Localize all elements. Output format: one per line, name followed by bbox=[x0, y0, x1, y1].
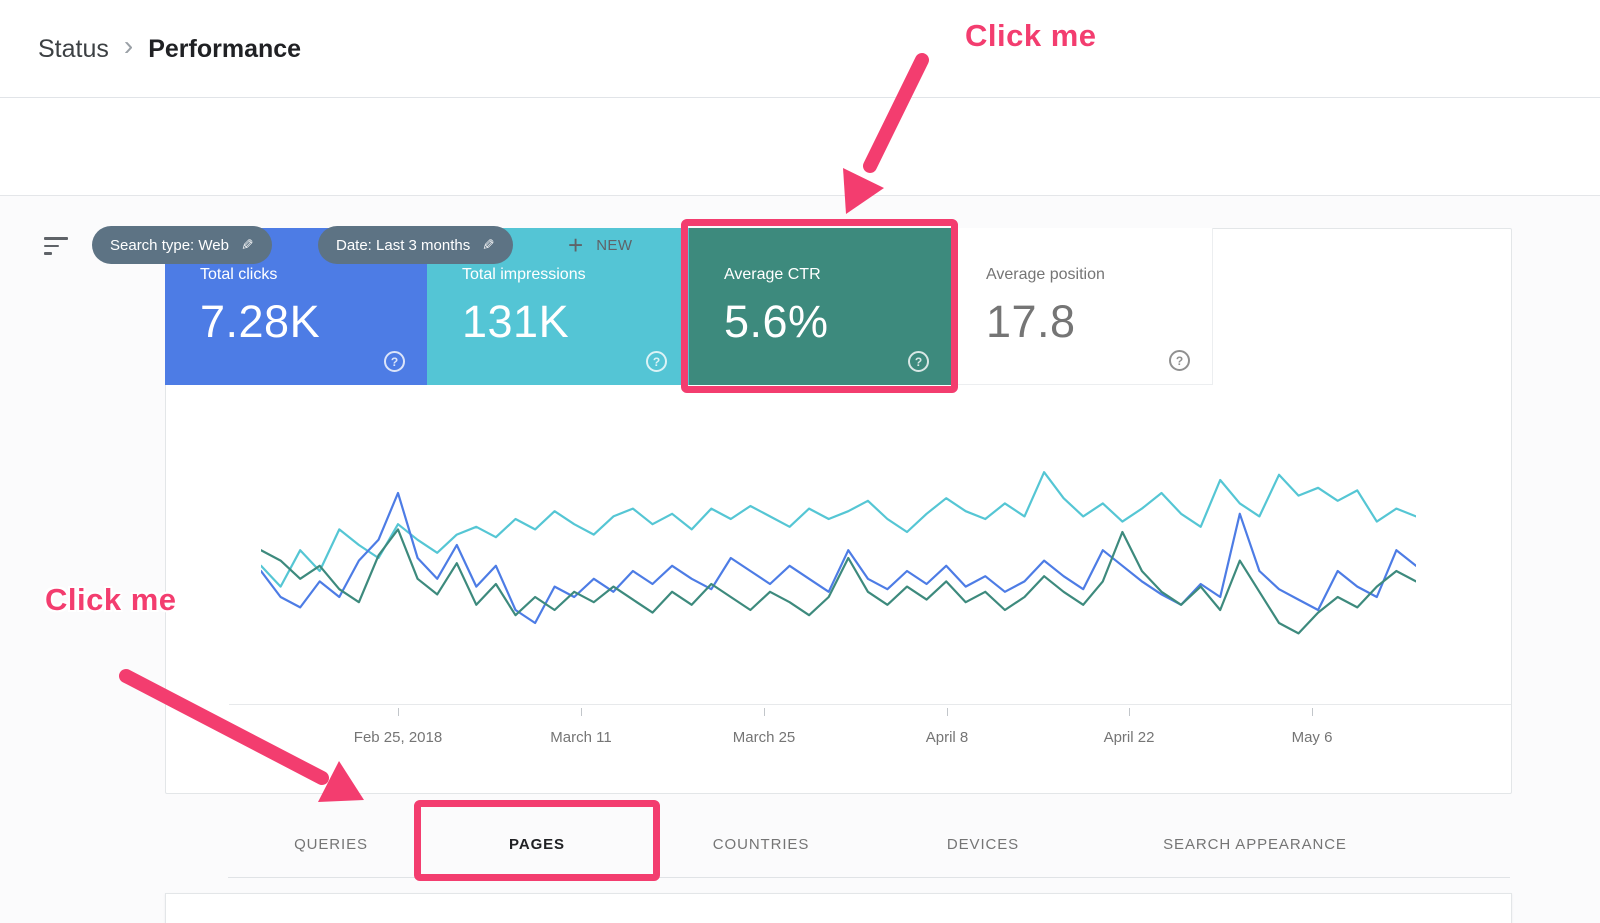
edit-pencil-icon: ✎ bbox=[482, 237, 495, 254]
x-axis-tick bbox=[581, 708, 582, 716]
results-table-card-top bbox=[165, 893, 1512, 923]
filter-bar: Search type: Web ✎ Date: Last 3 months ✎… bbox=[0, 98, 1600, 264]
edit-pencil-icon: ✎ bbox=[240, 237, 254, 254]
tab-countries[interactable]: COUNTRIES bbox=[712, 836, 810, 853]
x-axis-label: April 8 bbox=[925, 729, 969, 746]
chart-series-average-ctr bbox=[261, 528, 1416, 635]
tab-queries[interactable]: QUERIES bbox=[294, 836, 368, 853]
filter-list-icon[interactable] bbox=[44, 237, 70, 257]
x-axis-label: May 6 bbox=[1291, 729, 1333, 746]
x-axis-label: April 22 bbox=[1103, 729, 1155, 746]
tabs-divider bbox=[228, 877, 1510, 878]
x-axis-tick bbox=[764, 708, 765, 716]
x-axis-line bbox=[229, 704, 1511, 705]
x-axis-label: March 11 bbox=[550, 729, 612, 746]
metric-value: 5.6% bbox=[724, 296, 829, 347]
metric-card-total-impressions[interactable]: Total impressions 131K ? bbox=[427, 228, 689, 385]
x-axis-tick bbox=[1312, 708, 1313, 716]
metric-label: Average CTR bbox=[724, 266, 821, 283]
help-glyph: ? bbox=[652, 354, 661, 369]
metric-card-average-ctr[interactable]: Average CTR 5.6% ? bbox=[689, 228, 951, 385]
metric-label: Total impressions bbox=[462, 266, 586, 283]
x-axis-label: March 25 bbox=[732, 729, 796, 746]
metric-value: 131K bbox=[462, 296, 570, 347]
chevron-right-icon: › bbox=[123, 30, 134, 61]
search-type-chip[interactable]: Search type: Web ✎ bbox=[92, 226, 272, 264]
plus-icon: + bbox=[568, 230, 584, 260]
tab-search-appearance[interactable]: SEARCH APPEARANCE bbox=[1163, 836, 1347, 853]
help-glyph: ? bbox=[1175, 353, 1184, 368]
date-filter-chip[interactable]: Date: Last 3 months ✎ bbox=[318, 226, 513, 264]
help-icon[interactable]: ? bbox=[1169, 350, 1190, 371]
x-axis-tick bbox=[1129, 708, 1130, 716]
tab-pages[interactable]: PAGES bbox=[509, 836, 565, 853]
help-icon[interactable]: ? bbox=[646, 351, 667, 372]
metric-label: Total clicks bbox=[200, 266, 278, 283]
tab-devices[interactable]: DEVICES bbox=[946, 836, 1020, 853]
metric-label: Average position bbox=[986, 266, 1105, 283]
search-type-chip-label: Search type: Web bbox=[110, 236, 229, 254]
breadcrumb-status[interactable]: Status bbox=[38, 34, 109, 63]
header: Status › Performance bbox=[0, 0, 1600, 98]
breadcrumb-performance: Performance bbox=[148, 34, 302, 63]
new-filter-button[interactable]: + NEW bbox=[568, 226, 632, 264]
metric-cards-row: Total clicks 7.28K ? Total impressions 1… bbox=[165, 228, 1213, 385]
annotation-click-me-top: Click me bbox=[965, 18, 1097, 53]
date-chip-label: Date: Last 3 months bbox=[336, 236, 471, 254]
metric-card-average-position[interactable]: Average position 17.8 ? bbox=[951, 228, 1213, 385]
performance-line-chart bbox=[261, 471, 1416, 635]
metric-value: 17.8 bbox=[986, 296, 1076, 347]
x-axis-tick bbox=[947, 708, 948, 716]
help-icon[interactable]: ? bbox=[908, 351, 929, 372]
help-glyph: ? bbox=[390, 354, 399, 369]
help-glyph: ? bbox=[914, 354, 923, 369]
help-icon[interactable]: ? bbox=[384, 351, 405, 372]
chart-series-total-impressions bbox=[261, 471, 1416, 588]
performance-summary-card: Total clicks 7.28K ? Total impressions 1… bbox=[165, 228, 1512, 794]
x-axis-tick bbox=[398, 708, 399, 716]
metric-value: 7.28K bbox=[200, 296, 321, 347]
breadcrumb: Status › Performance bbox=[38, 0, 301, 98]
chart-series-total-clicks bbox=[261, 491, 1416, 625]
new-button-label: NEW bbox=[596, 236, 633, 254]
x-axis-label: Feb 25, 2018 bbox=[353, 729, 443, 746]
annotation-click-me-left: Click me bbox=[45, 582, 177, 617]
